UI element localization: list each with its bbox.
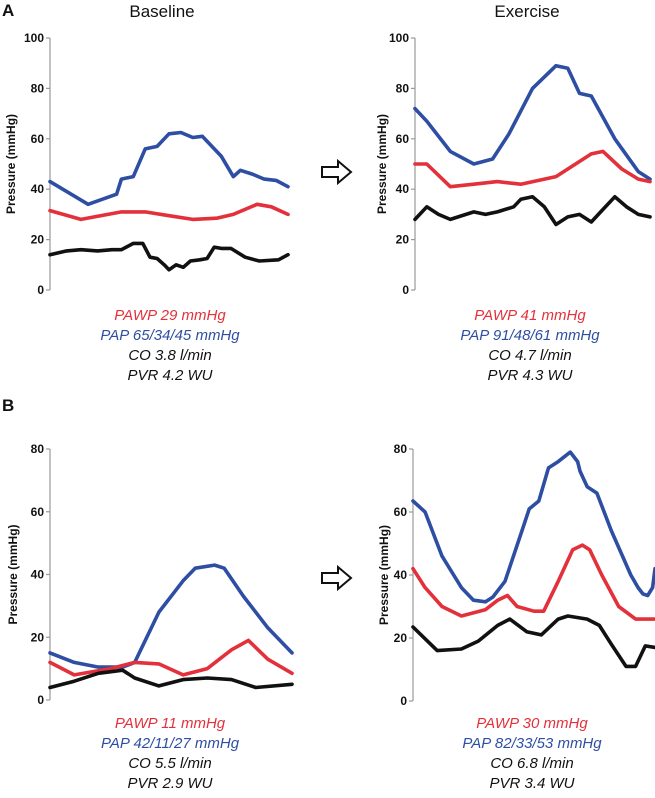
column-title-exercise: Exercise [494, 2, 560, 21]
pap-value: PAP 82/33/53 mmHg [462, 735, 602, 752]
y-tick-label: 40 [396, 182, 410, 196]
y-tick-label: 0 [37, 693, 44, 707]
column-title-baseline: Baseline [129, 2, 195, 21]
y-tick-label: 0 [400, 694, 407, 708]
panel-label-a: A [2, 1, 15, 20]
hemodynamics-summary: PAWP 41 mmHg PAP 91/48/61 mmHg CO 4.7 l/mi… [400, 306, 655, 386]
pap-line [411, 450, 655, 604]
pawp-line [48, 638, 294, 677]
y-tick-label: 80 [394, 442, 408, 456]
y-tick-label: 20 [394, 631, 408, 645]
pawp-line [48, 202, 290, 222]
y-tick-label: 40 [31, 182, 45, 196]
y-axis-label: Pressure (mmHg) [375, 114, 389, 214]
y-tick-label: 20 [31, 233, 45, 247]
y-tick-label: 80 [396, 81, 410, 95]
y-tick-label: 100 [389, 31, 409, 45]
co-value: CO 3.8 l/min [128, 347, 212, 364]
chart-b-exercise: 0 20 40 60 80 Pressure (mmHg) [377, 442, 655, 708]
pressure-line-black [48, 241, 290, 272]
co-value: CO 6.8 l/min [490, 755, 574, 772]
y-tick-label: 20 [31, 630, 45, 644]
pressure-line-black [413, 195, 652, 227]
pap-value: PAP 42/11/27 mmHg [100, 735, 240, 752]
pap-line [48, 563, 294, 669]
hemodynamics-summary: PAWP 29 mmHg PAP 65/34/45 mmHg CO 3.8 l/mi… [40, 306, 300, 386]
y-tick-label: 60 [31, 132, 45, 146]
pvr-value: PVR 2.9 WU [127, 775, 213, 792]
y-tick-label: 0 [37, 283, 44, 297]
arrow-icon-b [321, 564, 353, 592]
y-tick-label: 80 [31, 442, 45, 456]
pvr-value: PVR 4.2 WU [127, 367, 213, 384]
arrow-icon-a [321, 158, 353, 186]
y-tick-label: 80 [31, 81, 45, 95]
hemodynamics-summary: PAWP 11 mmHg PAP 42/11/27 mmHg CO 5.5 l/mi… [40, 714, 300, 794]
y-tick-label: 60 [31, 505, 45, 519]
pawp-line [413, 149, 652, 189]
panel-label-b: B [2, 396, 15, 415]
pressure-line-black [48, 668, 294, 690]
pvr-value: PVR 3.4 WU [489, 775, 575, 792]
pvr-value: PVR 4.3 WU [487, 367, 573, 384]
y-axis-label: Pressure (mmHg) [4, 114, 18, 214]
pawp-value: PAWP 41 mmHg [474, 307, 586, 324]
y-tick-label: 0 [402, 283, 409, 297]
chart-a-exercise: 0 20 40 60 80 100 Pressure (mmHg) [375, 31, 652, 297]
y-tick-label: 40 [31, 568, 45, 582]
y-axis-label: Pressure (mmHg) [6, 524, 20, 624]
y-tick-label: 20 [396, 233, 410, 247]
pap-value: PAP 91/48/61 mmHg [460, 327, 600, 344]
pawp-line [411, 543, 655, 621]
chart-a-baseline: 0 20 40 60 80 100 Pressure (mmHg) [4, 31, 290, 297]
hemodynamics-summary: PAWP 30 mmHg PAP 82/33/53 mmHg CO 6.8 l/mi… [402, 714, 655, 794]
y-tick-label: 60 [396, 132, 410, 146]
y-tick-label: 60 [394, 505, 408, 519]
chart-b-baseline: 0 20 40 60 80 Pressure (mmHg) [6, 442, 294, 707]
co-value: CO 4.7 l/min [488, 347, 572, 364]
y-tick-label: 40 [394, 568, 408, 582]
pawp-value: PAWP 11 mmHg [114, 715, 226, 732]
y-axis-label: Pressure (mmHg) [377, 525, 391, 625]
pressure-line-black [411, 614, 655, 669]
pawp-value: PAWP 30 mmHg [476, 715, 588, 732]
pawp-value: PAWP 29 mmHg [114, 307, 226, 324]
y-tick-label: 100 [24, 31, 44, 45]
pap-value: PAP 65/34/45 mmHg [100, 327, 240, 344]
pap-line [413, 63, 652, 181]
co-value: CO 5.5 l/min [128, 755, 212, 772]
pap-line [48, 130, 290, 207]
